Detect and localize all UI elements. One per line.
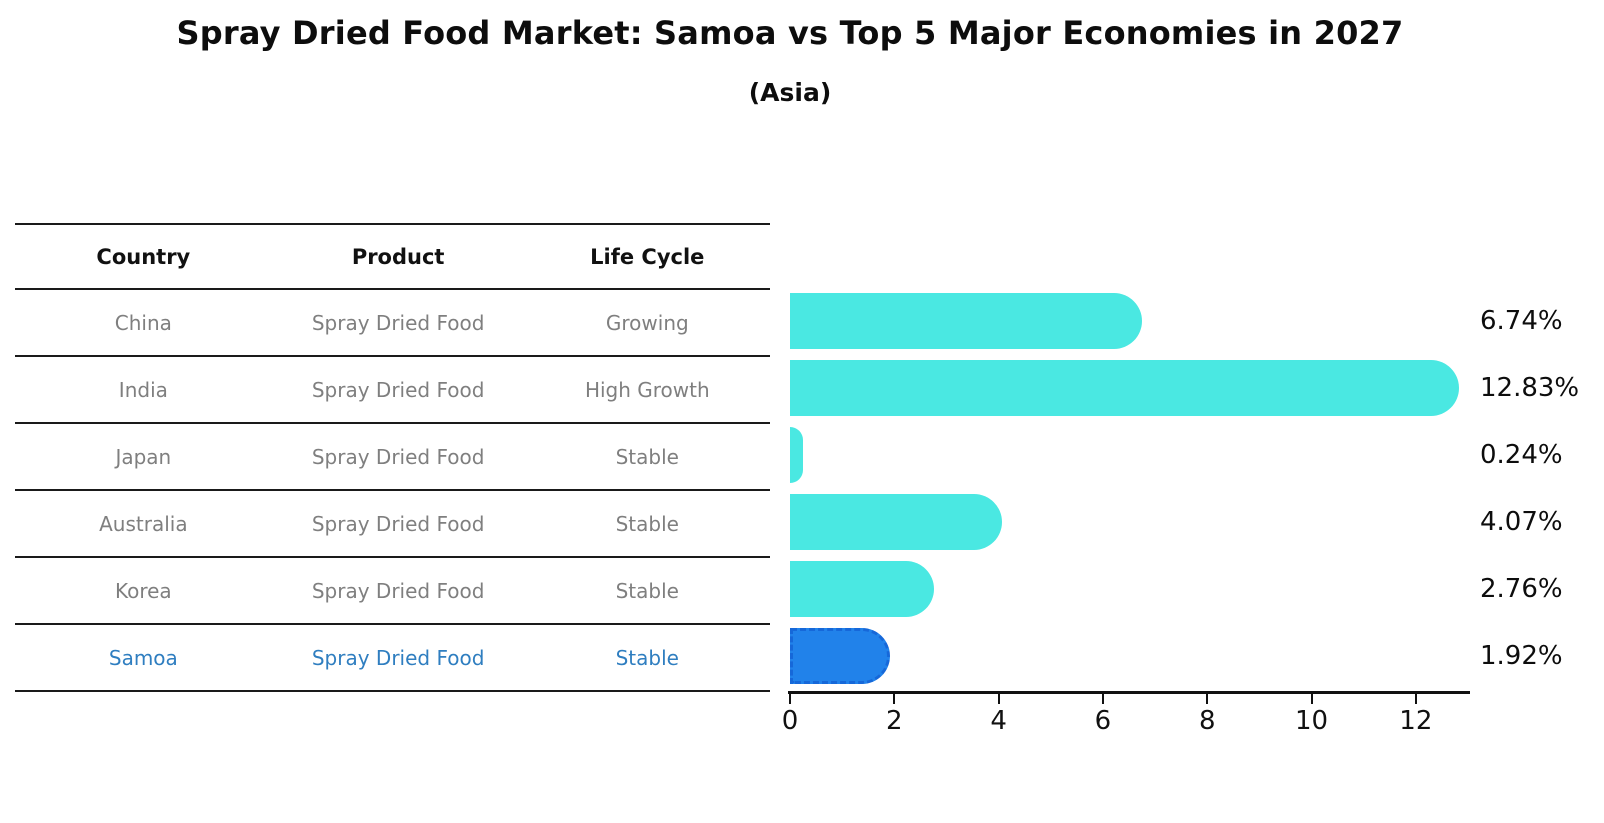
x-tick-label: 4 [990,706,1007,736]
column-header-life-cycle: Life Cycle [590,244,705,269]
tick-mark [1414,694,1417,704]
table-row: China Spray Dried Food Growing [15,290,770,357]
tick-mark [1310,694,1313,704]
x-axis [788,691,1470,694]
table-header-row: Country Product Life Cycle [15,225,770,290]
bar-row-australia [790,489,1490,556]
life-cycle-cell: Stable [615,578,679,603]
x-tick-label: 0 [781,706,799,736]
chart-header: Spray Dried Food Market: Samoa vs Top 5 … [0,0,1580,107]
tick-mark [997,694,1000,704]
country-cell: Samoa [108,645,178,670]
table-row: India Spray Dried Food High Growth [15,357,770,424]
bar-row-china [790,288,1490,355]
product-cell: Spray Dried Food [311,377,485,402]
bar-row-japan [790,422,1490,489]
column-header-product: Product [351,244,445,269]
life-cycle-cell: Stable [615,444,679,469]
bar-india [790,360,1460,416]
value-label-australia: 4.07% [1480,507,1563,537]
table-row: Australia Spray Dried Food Stable [15,491,770,558]
table-row: Korea Spray Dried Food Stable [15,558,770,625]
tick-mark [789,694,791,704]
bar-korea [790,561,934,617]
x-tick-label: 12 [1399,706,1433,736]
product-cell: Spray Dried Food [311,511,485,536]
country-cell: Japan [115,444,172,469]
product-cell: Spray Dried Food [311,310,485,335]
life-cycle-cell: High Growth [584,377,710,402]
data-table: Country Product Life Cycle China Spray D… [15,223,770,692]
bar-row-samoa [790,623,1490,690]
product-cell: Spray Dried Food [311,645,485,670]
tick-mark [1206,694,1209,704]
bar-japan [790,427,803,483]
page-title: Spray Dried Food Market: Samoa vs Top 5 … [176,14,1404,52]
value-label-china: 6.74% [1480,306,1563,336]
life-cycle-cell: Stable [615,511,679,536]
table-row-samoa-highlighted: Samoa Spray Dried Food Stable [15,625,770,692]
x-tick-label: 8 [1198,706,1216,736]
bar-row-korea [790,556,1490,623]
chart-subtitle: (Asia) [748,78,832,107]
tick-mark [893,694,896,704]
tick-mark [1101,694,1104,704]
x-tick-label: 10 [1294,706,1329,736]
bar-row-india [790,355,1490,422]
product-cell: Spray Dried Food [311,578,485,603]
value-label-samoa: 1.92% [1480,641,1563,671]
life-cycle-cell: Growing [605,310,689,335]
life-cycle-cell: Stable [615,645,679,670]
country-cell: India [118,377,168,402]
x-tick-label: 6 [1094,706,1112,736]
product-cell: Spray Dried Food [311,444,485,469]
value-label-korea: 2.76% [1480,574,1563,604]
value-label-india: 12.83% [1480,373,1580,403]
column-header-country: Country [96,244,191,269]
country-cell: Korea [114,578,172,603]
x-tick-label: 2 [886,706,903,736]
bar-australia [790,494,1003,550]
bar-china [790,293,1142,349]
country-cell: China [114,310,172,335]
bar-samoa-highlighted [790,628,891,684]
country-cell: Australia [99,511,188,536]
table-row: Japan Spray Dried Food Stable [15,424,770,491]
value-label-japan: 0.24% [1480,440,1563,470]
